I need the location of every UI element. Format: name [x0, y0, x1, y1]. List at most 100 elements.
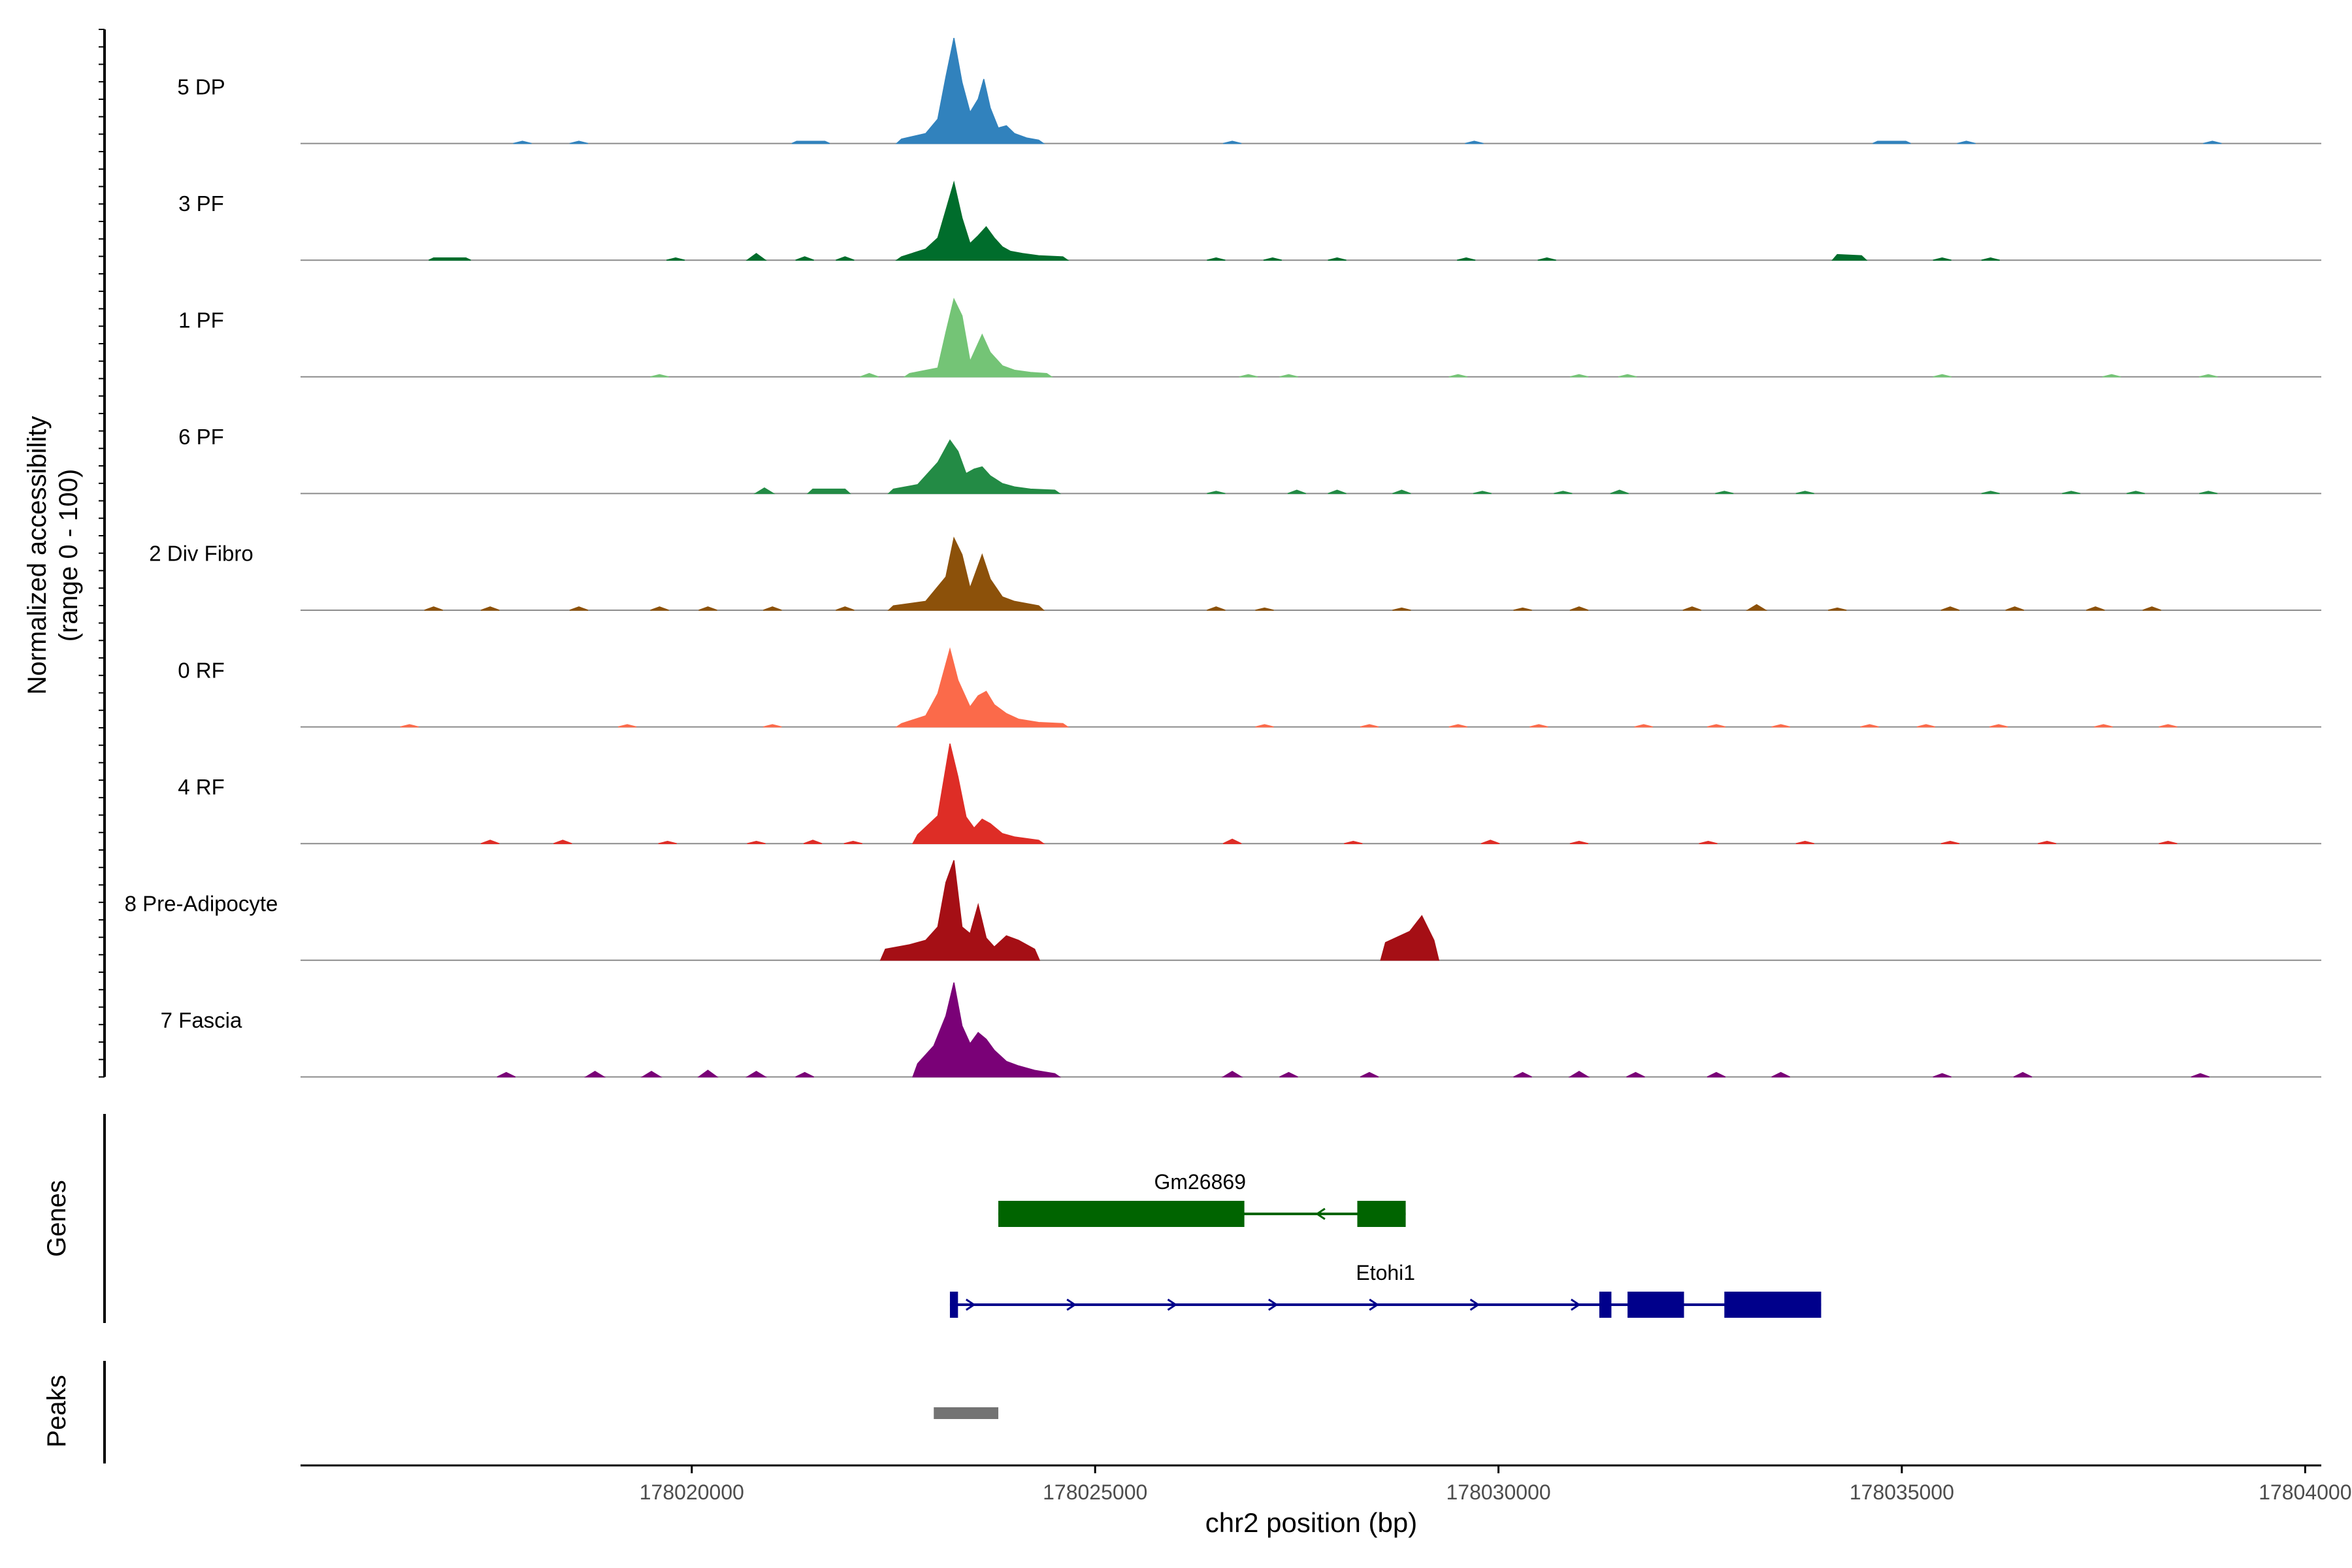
track-4: 2 Div Fibro — [149, 536, 2321, 611]
peak-layer — [934, 1407, 999, 1419]
signal-peak-3 — [697, 1070, 719, 1078]
signal-peak-11 — [1860, 724, 1879, 728]
signal-peak-4 — [1222, 140, 1242, 144]
signal-peak-1 — [617, 724, 637, 728]
signal-peak-10 — [1715, 491, 1734, 495]
signal-peak-8 — [2203, 140, 2222, 144]
signal-peak-3 — [795, 256, 814, 261]
track-label: 1 PF — [178, 308, 224, 333]
signal-peak-15 — [2198, 491, 2218, 495]
signal-peak-4 — [803, 840, 823, 844]
gene-Gm26869: Gm26869 — [998, 1170, 1406, 1227]
signal-peak-8 — [1634, 724, 1653, 728]
signal-peak-1 — [569, 140, 589, 144]
signal-peak-13 — [1989, 724, 2008, 728]
gene-name-label: Gm26869 — [1154, 1170, 1246, 1194]
signal-peak-5 — [763, 606, 782, 611]
strand-arrow-icon — [1167, 1298, 1178, 1311]
signal-peak-1 — [1380, 915, 1440, 961]
gene-exon — [1627, 1292, 1684, 1318]
signal-peak-6 — [1207, 257, 1226, 261]
signal-peak-8 — [1933, 374, 1952, 378]
signal-peak-7 — [1222, 838, 1242, 844]
x-tick-label: 178020000 — [640, 1480, 744, 1504]
signal-peak-1 — [860, 372, 879, 378]
strand-arrow-icon — [1315, 1207, 1326, 1220]
signal-peak-17 — [2005, 606, 2025, 611]
signal-peak-1 — [806, 488, 851, 495]
track-label: 8 Pre-Adipocyte — [125, 892, 278, 916]
track-3: 6 PF — [178, 425, 2321, 495]
signal-peak-5 — [1328, 489, 1347, 495]
signal-peak-3 — [1207, 491, 1226, 495]
signal-peak-2 — [569, 606, 589, 611]
signal-peak-4 — [1287, 489, 1307, 495]
peaks-panel-label: Peaks — [42, 1375, 71, 1447]
signal-peak-9 — [2102, 374, 2121, 378]
signal-peak-12 — [1569, 606, 1589, 611]
signal-peak-14 — [1771, 1071, 1791, 1078]
signal-peak-4 — [1255, 724, 1274, 728]
gene-exon — [1724, 1292, 1821, 1318]
strand-arrow-icon — [1369, 1298, 1379, 1311]
signal-peak-10 — [2198, 374, 2218, 378]
signal-peak-2 — [640, 1071, 662, 1078]
signal-peak-13 — [1940, 841, 1960, 844]
signal-peak-0 — [650, 374, 669, 378]
signal-peak-8 — [1344, 841, 1363, 844]
signal-peak-12 — [1626, 1071, 1645, 1078]
track-0: 5 DP — [177, 37, 2321, 144]
signal-peak-4 — [836, 256, 855, 261]
track-label: 3 PF — [178, 191, 224, 216]
genes-panel-label: Genes — [42, 1180, 71, 1257]
signal-peak-6 — [912, 982, 1062, 1078]
signal-peak-14 — [2038, 841, 2057, 844]
strand-arrow-icon — [1571, 1298, 1581, 1311]
signal-peak-5 — [795, 1071, 815, 1078]
signal-peak-2 — [763, 724, 782, 728]
track-7: 8 Pre-Adipocyte — [125, 860, 2321, 961]
signal-peak-7 — [1473, 491, 1492, 495]
signal-peak-1 — [480, 606, 500, 611]
signal-peak-15 — [2159, 841, 2178, 844]
signal-peak-5 — [1448, 374, 1467, 378]
signal-peak-15 — [1828, 607, 1847, 611]
signal-peak-17 — [2191, 1073, 2210, 1078]
strand-arrow-icon — [1268, 1298, 1279, 1311]
signal-peak-9 — [1480, 840, 1500, 844]
track-5: 0 RF — [178, 647, 2321, 728]
signal-peak-9 — [1707, 724, 1726, 728]
signal-peak-7 — [1263, 257, 1282, 261]
signal-peak-0 — [400, 724, 419, 728]
signal-peak-14 — [2126, 491, 2146, 495]
signal-peak-2 — [745, 253, 767, 261]
signal-peak-4 — [1279, 374, 1298, 378]
signal-peak-7 — [1221, 1071, 1243, 1078]
signal-peak-13 — [1981, 257, 2000, 261]
signal-peak-9 — [1610, 489, 1629, 495]
signal-peak-1 — [553, 840, 572, 844]
signal-peak-3 — [895, 37, 1045, 144]
track-2: 1 PF — [178, 297, 2321, 378]
signal-peak-4 — [745, 1071, 768, 1078]
x-tick-label: 178025000 — [1043, 1480, 1147, 1504]
signal-peak-8 — [1554, 491, 1573, 495]
track-6: 4 RF — [178, 743, 2321, 845]
signal-peak-1 — [666, 257, 685, 261]
signal-peak-3 — [747, 841, 766, 844]
signal-peak-5 — [1465, 140, 1484, 144]
strand-arrow-icon — [965, 1298, 976, 1311]
signal-peak-12 — [1933, 257, 1952, 261]
gene-exon — [1599, 1292, 1612, 1318]
signal-peak-15 — [1933, 1073, 1952, 1078]
signal-peak-2 — [791, 140, 830, 144]
signal-peak-8 — [1207, 606, 1226, 611]
signal-peak-6 — [911, 743, 1045, 844]
signal-peak-10 — [1513, 1071, 1532, 1078]
signal-peak-3 — [895, 647, 1070, 728]
track-1: 3 PF — [178, 180, 2321, 261]
x-tick-label: 178030000 — [1446, 1480, 1550, 1504]
signal-peak-13 — [1682, 606, 1702, 611]
